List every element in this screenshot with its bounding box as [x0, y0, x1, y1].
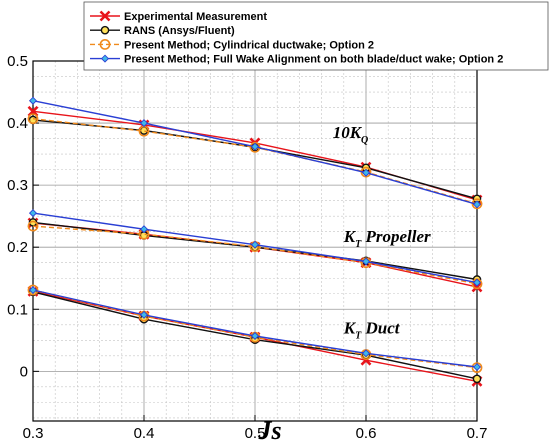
circle-marker	[472, 374, 482, 384]
diamond-marker	[28, 96, 38, 105]
open-circle-marker	[27, 284, 39, 296]
legend-label: Experimental Measurement	[124, 11, 267, 23]
diamond-marker	[28, 209, 38, 218]
x-tick-label: 0.7	[467, 425, 488, 441]
y-tick-label: 0.4	[7, 115, 28, 132]
legend-label: RANS (Ansys/Fluent)	[124, 25, 235, 37]
diamond-marker	[472, 278, 482, 287]
diamond-marker	[139, 225, 149, 234]
diamond-marker	[250, 142, 260, 151]
x-tick-label: 0.5	[245, 425, 266, 441]
circle-marker	[100, 25, 110, 35]
diamond-marker	[472, 362, 482, 372]
diamond-marker	[250, 240, 260, 249]
legend-entry: RANS (Ansys/Fluent)	[90, 25, 235, 37]
diamond-marker	[361, 349, 371, 358]
legend: Experimental Measurement RANS (Ansys/Flue…	[83, 1, 549, 71]
legend-label: Present Method; Cylindrical ductwake; Op…	[124, 39, 374, 51]
axis-ticks: 0.3 0.4 0.5 0.6 0.7 0 0.1 0.2 0.3 0.4 0.5	[7, 53, 487, 441]
legend-entry: Experimental Measurement	[90, 10, 267, 23]
legend-entry: Present Method; Full Wake Alignment on b…	[90, 54, 503, 66]
legend-box	[83, 1, 549, 71]
diamond-marker	[100, 54, 110, 63]
open-circle-marker	[27, 113, 39, 125]
y-tick-label: 0.5	[7, 53, 28, 70]
y-tick-label: 0.3	[7, 177, 28, 194]
diamond-marker	[361, 257, 371, 266]
curve-label: KT Duct	[343, 318, 401, 341]
x-tick-label: 0.4	[134, 425, 155, 441]
curve-annotations: 10KQ KT Propeller KT Duct	[333, 123, 431, 342]
series-3	[28, 96, 482, 372]
open-circle-marker	[99, 39, 111, 50]
y-tick-label: 0.2	[7, 239, 28, 256]
diamond-marker	[250, 331, 260, 341]
legend-label: Present Method; Full Wake Alignment on b…	[124, 54, 503, 66]
curve-label: 10KQ	[333, 123, 369, 146]
diamond-marker	[472, 200, 482, 209]
y-tick-label: 0	[20, 363, 28, 380]
diamond-marker	[139, 119, 149, 128]
x-tick-label: 0.6	[356, 425, 377, 441]
diamond-marker	[139, 310, 149, 319]
curve-label: KT Propeller	[343, 227, 431, 250]
series-lines	[27, 96, 483, 387]
x-marker	[99, 10, 111, 22]
x-marker	[471, 281, 483, 293]
diamond-marker	[28, 285, 38, 295]
x-axis-title: Js	[257, 416, 281, 441]
diamond-marker	[361, 168, 371, 177]
legend-entry: Present Method; Cylindrical ductwake; Op…	[90, 39, 374, 51]
y-tick-label: 0.1	[7, 301, 28, 318]
series-line-kt_prop	[32, 225, 478, 285]
x-tick-label: 0.3	[23, 425, 44, 441]
open-circle-marker	[27, 220, 39, 232]
